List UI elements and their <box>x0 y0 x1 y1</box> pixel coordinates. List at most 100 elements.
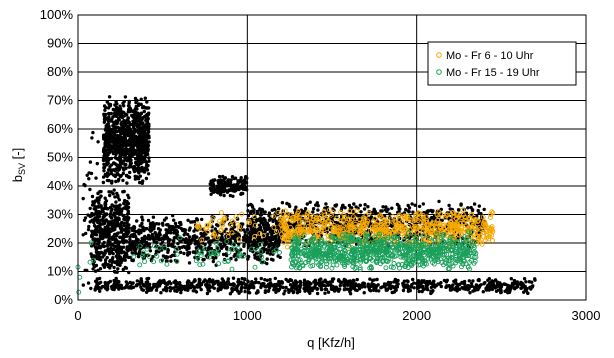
data-point <box>362 291 366 295</box>
data-point <box>145 112 149 117</box>
data-point <box>87 224 91 229</box>
data-point <box>118 203 122 207</box>
data-point <box>447 203 451 208</box>
data-point <box>105 255 109 260</box>
data-point <box>225 234 231 240</box>
data-point <box>138 145 143 149</box>
data-point <box>92 220 96 225</box>
data-point <box>161 288 166 292</box>
data-point <box>268 216 273 221</box>
data-point <box>482 282 486 286</box>
data-point <box>125 247 129 251</box>
data-point <box>103 258 108 262</box>
data-point <box>102 149 107 153</box>
data-point <box>215 190 219 194</box>
data-point <box>168 238 172 242</box>
data-point <box>106 118 111 122</box>
data-point <box>140 287 144 292</box>
data-point <box>474 286 479 290</box>
data-point <box>401 216 407 222</box>
data-point <box>266 232 270 236</box>
data-point <box>104 235 108 239</box>
data-point <box>442 278 447 283</box>
data-point <box>496 280 500 285</box>
data-point <box>128 143 132 147</box>
data-point <box>369 284 373 288</box>
data-point <box>452 279 456 283</box>
data-point <box>311 207 316 211</box>
data-point <box>411 225 417 231</box>
data-point <box>363 285 367 289</box>
data-point <box>416 286 421 290</box>
data-point <box>381 205 385 209</box>
data-point <box>126 119 130 123</box>
data-point <box>232 183 236 187</box>
data-point <box>124 229 128 233</box>
data-point <box>229 184 233 188</box>
data-point <box>81 196 85 201</box>
data-point <box>140 157 145 162</box>
data-point <box>314 234 320 239</box>
data-point <box>200 217 204 222</box>
data-point <box>225 214 229 218</box>
data-point <box>345 225 351 231</box>
data-point <box>107 111 111 116</box>
data-point <box>132 125 136 129</box>
data-point <box>270 242 274 247</box>
data-point <box>242 228 246 232</box>
data-point <box>175 288 179 292</box>
data-point <box>119 221 124 225</box>
data-point <box>439 281 443 285</box>
data-point <box>216 223 220 228</box>
data-point <box>304 288 308 292</box>
data-point <box>145 286 149 291</box>
data-point <box>121 245 126 249</box>
data-point <box>426 282 430 286</box>
data-point <box>179 290 183 295</box>
data-point <box>350 214 356 220</box>
data-point <box>127 99 131 104</box>
data-point <box>445 233 451 239</box>
data-point <box>313 224 319 230</box>
data-point <box>465 225 471 231</box>
data-point <box>240 180 244 184</box>
series-1 <box>194 207 496 251</box>
data-point <box>353 288 358 292</box>
data-point <box>121 178 125 183</box>
data-point <box>340 206 344 210</box>
data-point <box>87 177 91 181</box>
data-point <box>138 180 142 185</box>
data-point <box>342 284 346 288</box>
data-point <box>128 109 132 114</box>
data-point <box>211 183 216 187</box>
data-point <box>195 217 199 221</box>
data-point <box>251 227 255 231</box>
data-point <box>147 159 151 163</box>
data-point <box>217 184 221 188</box>
data-point <box>193 279 197 283</box>
data-point <box>516 282 520 286</box>
data-point <box>86 281 91 285</box>
data-point <box>379 209 383 213</box>
series-2 <box>75 229 479 295</box>
data-point <box>149 225 153 230</box>
data-point <box>315 291 320 296</box>
data-point <box>107 95 112 99</box>
data-point <box>261 233 267 239</box>
data-point <box>125 148 129 152</box>
data-point <box>288 204 292 209</box>
data-point <box>402 285 406 289</box>
data-point <box>235 287 239 291</box>
data-point <box>425 226 431 231</box>
data-point <box>316 208 320 212</box>
data-point <box>315 287 319 291</box>
data-point <box>223 184 227 189</box>
data-point <box>247 291 252 295</box>
data-point <box>167 225 171 229</box>
data-point <box>255 209 259 214</box>
data-point <box>208 220 214 226</box>
data-point <box>256 228 260 232</box>
data-point <box>160 236 164 240</box>
data-point <box>477 277 481 282</box>
data-point <box>229 230 235 236</box>
